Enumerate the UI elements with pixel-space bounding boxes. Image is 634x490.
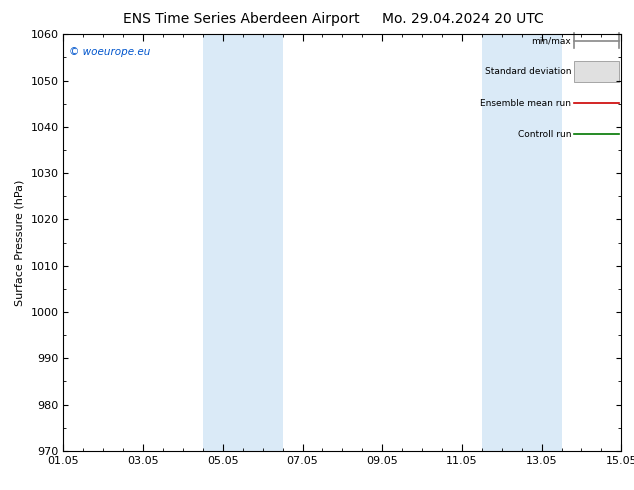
Text: min/max: min/max (531, 36, 571, 45)
Text: Ensemble mean run: Ensemble mean run (480, 98, 571, 107)
Bar (482, 34, 562, 451)
Text: Standard deviation: Standard deviation (484, 67, 571, 76)
Text: Controll run: Controll run (517, 130, 571, 139)
Text: Mo. 29.04.2024 20 UTC: Mo. 29.04.2024 20 UTC (382, 12, 544, 26)
Text: © woeurope.eu: © woeurope.eu (69, 47, 150, 57)
Text: ENS Time Series Aberdeen Airport: ENS Time Series Aberdeen Airport (122, 12, 359, 26)
Bar (203, 34, 283, 451)
Bar (574, 61, 619, 82)
Y-axis label: Surface Pressure (hPa): Surface Pressure (hPa) (15, 179, 25, 306)
